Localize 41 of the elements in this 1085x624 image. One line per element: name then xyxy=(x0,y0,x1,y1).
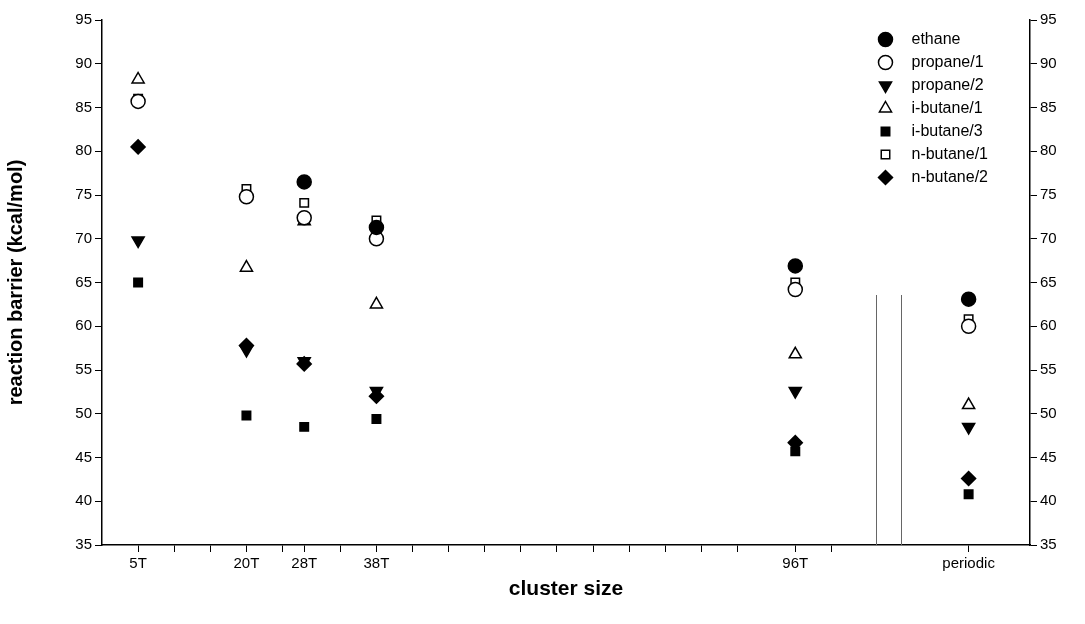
y2-tick-label: 70 xyxy=(1040,228,1057,246)
y-tick-label: 80 xyxy=(75,141,92,159)
legend-label: i-butane/3 xyxy=(911,121,983,139)
x-tick-label: 28T xyxy=(291,554,318,572)
y-tick-label: 35 xyxy=(75,535,92,553)
y-tick-label: 45 xyxy=(75,447,92,465)
x-tick-label: 5T xyxy=(129,554,147,572)
y2-tick-label: 85 xyxy=(1040,97,1057,115)
y-tick-label: 85 xyxy=(75,97,92,115)
y-tick-label: 55 xyxy=(75,360,92,378)
y2-tick-label: 45 xyxy=(1040,447,1057,465)
y-tick-label: 70 xyxy=(75,228,92,246)
y-tick-label: 65 xyxy=(75,272,92,290)
x-tick-label: 38T xyxy=(363,554,390,572)
y2-tick-label: 40 xyxy=(1040,491,1057,509)
x-tick-label: 96T xyxy=(782,554,809,572)
x-tick-label: periodic xyxy=(942,554,996,572)
y2-tick-label: 55 xyxy=(1040,360,1057,378)
y2-tick-label: 50 xyxy=(1040,403,1057,421)
y2-tick-label: 60 xyxy=(1040,316,1057,334)
x-axis-title: cluster size xyxy=(508,576,624,600)
y-axis-title: reaction barrier (kcal/mol) xyxy=(3,159,26,406)
legend-label: propane/2 xyxy=(911,75,984,93)
legend-label: n-butane/2 xyxy=(911,167,989,185)
legend-label: propane/1 xyxy=(911,52,984,70)
legend-label: i-butane/1 xyxy=(911,98,983,116)
y2-tick-label: 35 xyxy=(1040,535,1057,553)
y2-tick-label: 90 xyxy=(1040,53,1057,71)
y2-tick-label: 75 xyxy=(1040,185,1057,203)
y-tick-label: 75 xyxy=(75,185,92,203)
legend-label: ethane xyxy=(911,29,961,47)
y-tick-label: 50 xyxy=(75,403,92,421)
y-tick-label: 95 xyxy=(75,10,92,28)
y2-tick-label: 80 xyxy=(1040,141,1057,159)
legend-label: n-butane/1 xyxy=(911,144,989,162)
y-tick-label: 60 xyxy=(75,316,92,334)
y2-tick-label: 65 xyxy=(1040,272,1057,290)
x-tick-label: 20T xyxy=(233,554,260,572)
y-tick-label: 40 xyxy=(75,491,92,509)
y2-tick-label: 95 xyxy=(1040,10,1057,28)
y-tick-label: 90 xyxy=(75,53,92,71)
